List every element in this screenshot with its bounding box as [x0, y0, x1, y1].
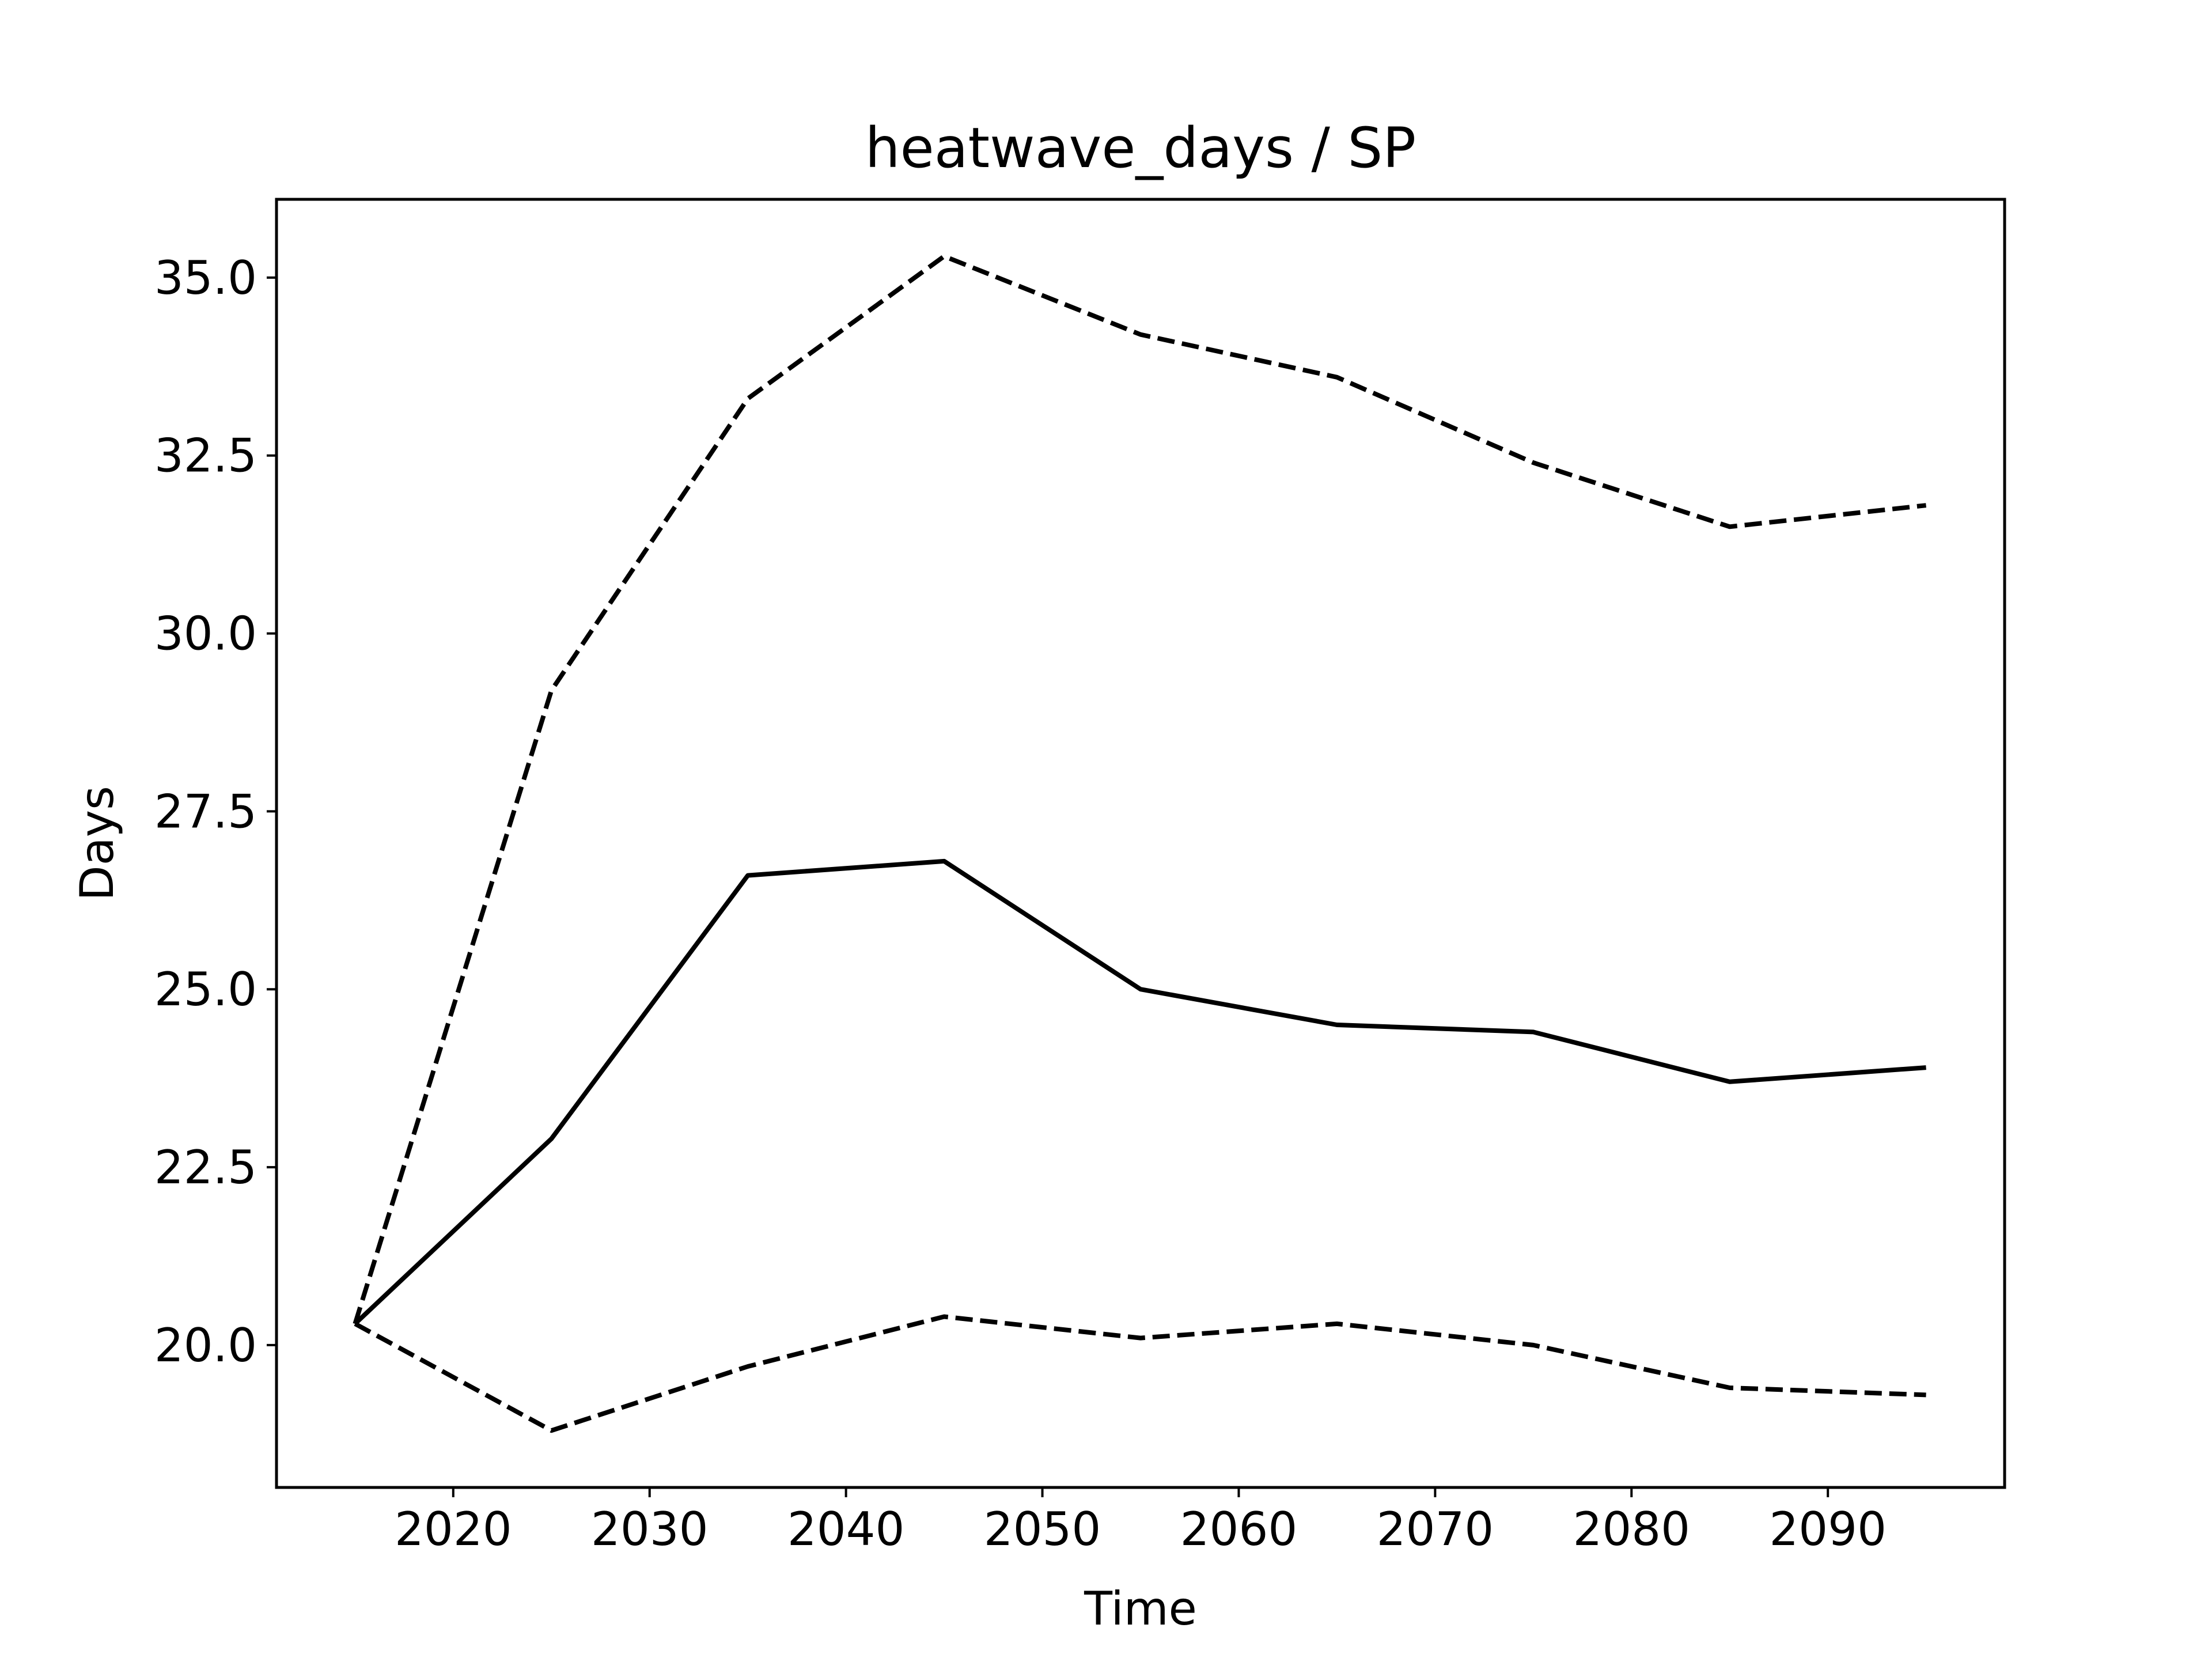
series-layer: [353, 253, 1927, 1433]
y-axis-ticks: 20.0 22.5 25.0 27.5 30.0 32.5 35.0: [154, 251, 276, 1372]
x-tick-label: 2020: [395, 1502, 512, 1556]
x-axis-label: Time: [1084, 1582, 1197, 1636]
y-tick-label: 30.0: [154, 607, 257, 661]
y-tick-label: 22.5: [154, 1141, 257, 1194]
y-tick-label: 25.0: [154, 963, 257, 1016]
x-tick-label: 2080: [1573, 1502, 1690, 1556]
x-tick-label: 2030: [591, 1502, 709, 1556]
chart-title: heatwave_days / SP: [865, 116, 1416, 180]
y-tick-label: 32.5: [154, 429, 257, 483]
y-tick-label: 20.0: [154, 1319, 257, 1372]
series-line-3: [354, 1314, 1926, 1433]
y-axis-label: Days: [70, 786, 124, 901]
plot-area-frame: [275, 198, 2006, 1489]
x-tick-label: 2050: [984, 1502, 1101, 1556]
x-axis-ticks: 2020 2030 2040 2050 2060 2070 2080 2090: [395, 1487, 1887, 1556]
x-tick-label: 2040: [787, 1502, 905, 1556]
series-line-2: [353, 858, 1926, 1326]
y-tick-label: 35.0: [154, 251, 257, 305]
x-tick-label: 2060: [1180, 1502, 1298, 1556]
y-tick-label: 27.5: [154, 785, 257, 838]
x-tick-label: 2090: [1769, 1502, 1887, 1556]
x-tick-label: 2070: [1377, 1502, 1494, 1556]
series-line-1: [353, 253, 1927, 1325]
